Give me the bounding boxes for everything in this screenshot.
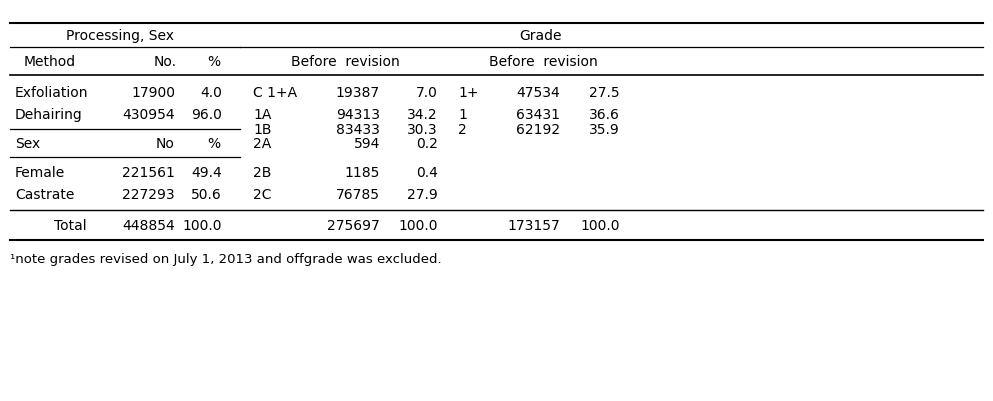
- Text: 27.9: 27.9: [407, 188, 438, 201]
- Text: 19387: 19387: [336, 86, 380, 100]
- Text: 17900: 17900: [131, 86, 175, 100]
- Text: 0.2: 0.2: [416, 137, 438, 151]
- Text: 35.9: 35.9: [589, 122, 620, 136]
- Text: Female: Female: [15, 166, 66, 180]
- Text: 47534: 47534: [516, 86, 560, 100]
- Text: 4.0: 4.0: [201, 86, 222, 100]
- Text: 100.0: 100.0: [398, 219, 438, 233]
- Text: Method: Method: [24, 55, 76, 69]
- Text: No: No: [156, 137, 175, 151]
- Text: 221561: 221561: [122, 166, 175, 180]
- Text: 100.0: 100.0: [581, 219, 620, 233]
- Text: 100.0: 100.0: [183, 219, 222, 233]
- Text: Before  revision: Before revision: [291, 55, 399, 69]
- Text: 1185: 1185: [345, 166, 380, 180]
- Text: 1A: 1A: [253, 108, 271, 122]
- Text: No.: No.: [154, 55, 177, 69]
- Text: 173157: 173157: [507, 219, 560, 233]
- Text: Total: Total: [54, 219, 86, 233]
- Text: 275697: 275697: [328, 219, 380, 233]
- Text: Castrate: Castrate: [15, 188, 74, 201]
- Text: 1: 1: [458, 108, 467, 122]
- Text: %: %: [208, 137, 220, 151]
- Text: 30.3: 30.3: [407, 122, 438, 136]
- Text: 1B: 1B: [253, 122, 271, 136]
- Text: 49.4: 49.4: [192, 166, 222, 180]
- Text: Processing, Sex: Processing, Sex: [66, 29, 174, 43]
- Text: 27.5: 27.5: [590, 86, 620, 100]
- Text: Exfoliation: Exfoliation: [15, 86, 88, 100]
- Text: 594: 594: [354, 137, 380, 151]
- Text: Dehairing: Dehairing: [15, 108, 82, 122]
- Text: 96.0: 96.0: [191, 108, 222, 122]
- Text: 62192: 62192: [516, 122, 560, 136]
- Text: 36.6: 36.6: [589, 108, 620, 122]
- Text: 448854: 448854: [122, 219, 175, 233]
- Text: C 1+A: C 1+A: [253, 86, 297, 100]
- Text: Grade: Grade: [518, 29, 561, 43]
- Text: 430954: 430954: [122, 108, 175, 122]
- Text: 34.2: 34.2: [407, 108, 438, 122]
- Text: 50.6: 50.6: [192, 188, 222, 201]
- Text: 2B: 2B: [253, 166, 271, 180]
- Text: 1+: 1+: [458, 86, 479, 100]
- Text: 227293: 227293: [122, 188, 175, 201]
- Text: ¹note grades revised on July 1, 2013 and offgrade was excluded.: ¹note grades revised on July 1, 2013 and…: [10, 252, 442, 265]
- Text: 7.0: 7.0: [416, 86, 438, 100]
- Text: %: %: [208, 55, 220, 69]
- Text: Before  revision: Before revision: [489, 55, 598, 69]
- Text: 63431: 63431: [516, 108, 560, 122]
- Text: 83433: 83433: [336, 122, 380, 136]
- Text: 2A: 2A: [253, 137, 271, 151]
- Text: 76785: 76785: [336, 188, 380, 201]
- Text: 94313: 94313: [336, 108, 380, 122]
- Text: 2: 2: [458, 122, 467, 136]
- Text: 0.4: 0.4: [416, 166, 438, 180]
- Text: 2C: 2C: [253, 188, 271, 201]
- Text: Sex: Sex: [15, 137, 41, 151]
